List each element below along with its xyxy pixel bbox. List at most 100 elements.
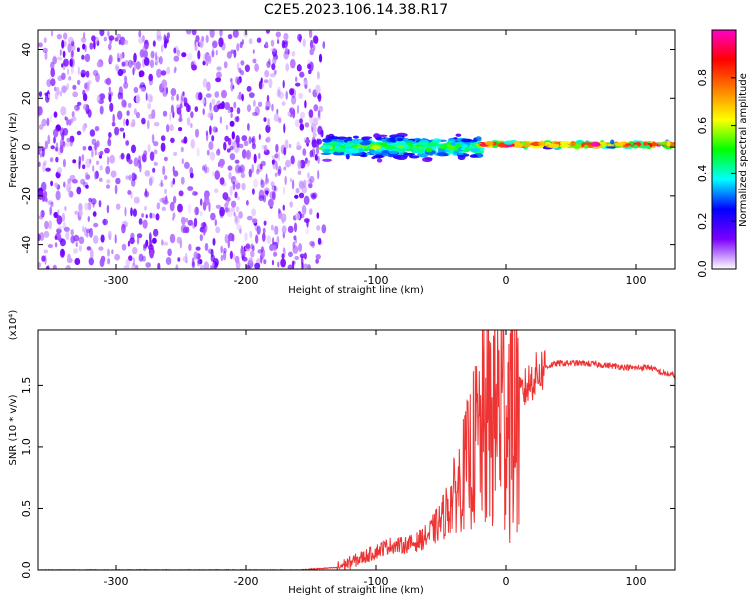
noise-cell: [212, 262, 215, 267]
noise-cell: [64, 142, 71, 147]
noise-cell: [270, 39, 275, 47]
noise-cell: [298, 192, 305, 199]
noise-cell: [246, 104, 252, 112]
noise-cell: [214, 188, 219, 194]
noise-cell: [106, 179, 111, 184]
noise-cell: [224, 102, 230, 110]
noise-cell: [45, 265, 50, 269]
noise-cell: [311, 139, 318, 148]
noise-cell: [205, 93, 212, 98]
noise-cell: [108, 86, 111, 93]
noise-cell: [228, 232, 234, 242]
noise-cell: [172, 177, 176, 185]
noise-cell: [243, 140, 249, 147]
signal-cell: [320, 152, 332, 155]
spectrogram-y-ticks: -40 -20 0 20 40: [20, 43, 675, 254]
noise-cell: [47, 93, 51, 99]
noise-cell: [268, 78, 273, 89]
noise-cell: [140, 87, 146, 92]
noise-cell: [227, 165, 233, 171]
noise-cell: [160, 44, 164, 53]
noise-cell: [263, 144, 268, 152]
noise-cell: [160, 70, 167, 76]
noise-cell: [94, 149, 97, 156]
noise-cell: [49, 157, 54, 163]
noise-cell: [82, 43, 86, 50]
noise-cell: [308, 109, 314, 118]
noise-cell: [233, 49, 237, 58]
noise-cell: [59, 90, 63, 97]
noise-cell: [133, 157, 139, 167]
noise-cell: [247, 123, 250, 131]
noise-cell: [169, 201, 175, 212]
signal-cell: [497, 142, 506, 148]
noise-cell: [282, 204, 285, 211]
noise-cell: [89, 42, 94, 50]
noise-cell: [107, 138, 112, 147]
noise-cell: [241, 39, 245, 45]
noise-cell: [239, 164, 245, 174]
noise-cell: [251, 143, 256, 150]
chart-title: C2E5.2023.106.14.38.R17: [264, 2, 448, 18]
noise-cell: [82, 103, 89, 111]
noise-cell: [214, 170, 220, 180]
noise-cell: [207, 54, 212, 65]
noise-cell: [109, 154, 115, 164]
noise-cell: [121, 61, 126, 67]
noise-cell: [177, 257, 181, 262]
noise-cell: [68, 76, 72, 81]
noise-cell: [41, 255, 46, 262]
noise-cell: [132, 257, 135, 267]
noise-cell: [121, 99, 127, 108]
noise-cell: [254, 262, 261, 269]
noise-cell: [250, 243, 254, 250]
noise-cell: [49, 206, 52, 216]
noise-cell: [40, 212, 43, 218]
y-tick-label: -40: [20, 236, 33, 254]
noise-cell: [230, 78, 233, 83]
noise-cell: [150, 95, 154, 103]
noise-cell: [117, 57, 121, 63]
noise-cell: [315, 84, 321, 94]
noise-cell: [131, 119, 136, 127]
noise-cell: [67, 36, 74, 45]
noise-cell: [244, 232, 248, 242]
noise-cell: [128, 255, 133, 262]
noise-cell: [114, 234, 117, 244]
noise-cell: [176, 107, 182, 115]
noise-cell: [315, 258, 319, 264]
noise-cell: [92, 165, 95, 172]
noise-cell: [240, 60, 245, 66]
signal-cell: [361, 136, 373, 139]
noise-cell: [309, 240, 315, 247]
x-tick-label: -100: [364, 274, 389, 287]
noise-cell: [235, 206, 240, 213]
noise-cell: [160, 179, 163, 188]
noise-cell: [277, 168, 282, 177]
noise-cell: [253, 153, 257, 164]
noise-cell: [299, 123, 305, 131]
noise-cell: [130, 207, 133, 217]
noise-cell: [275, 31, 281, 38]
noise-cell: [236, 141, 240, 148]
noise-cell: [139, 162, 142, 173]
noise-cell: [207, 55, 212, 63]
noise-cell: [77, 101, 82, 106]
noise-cell: [83, 32, 86, 39]
noise-cell: [284, 139, 289, 150]
noise-cell: [202, 78, 208, 88]
noise-cell: [215, 49, 218, 56]
noise-cell: [147, 102, 152, 110]
noise-cell: [306, 160, 310, 167]
noise-cell: [78, 202, 83, 212]
noise-cell: [317, 116, 322, 121]
noise-cell: [114, 184, 118, 195]
noise-cell: [224, 234, 229, 244]
signal-cell: [415, 141, 427, 146]
noise-cell: [88, 257, 95, 266]
noise-cell: [61, 213, 66, 222]
noise-cell: [291, 50, 296, 57]
signal-cell: [460, 138, 473, 143]
noise-cell: [313, 117, 319, 126]
noise-cell: [289, 88, 295, 96]
